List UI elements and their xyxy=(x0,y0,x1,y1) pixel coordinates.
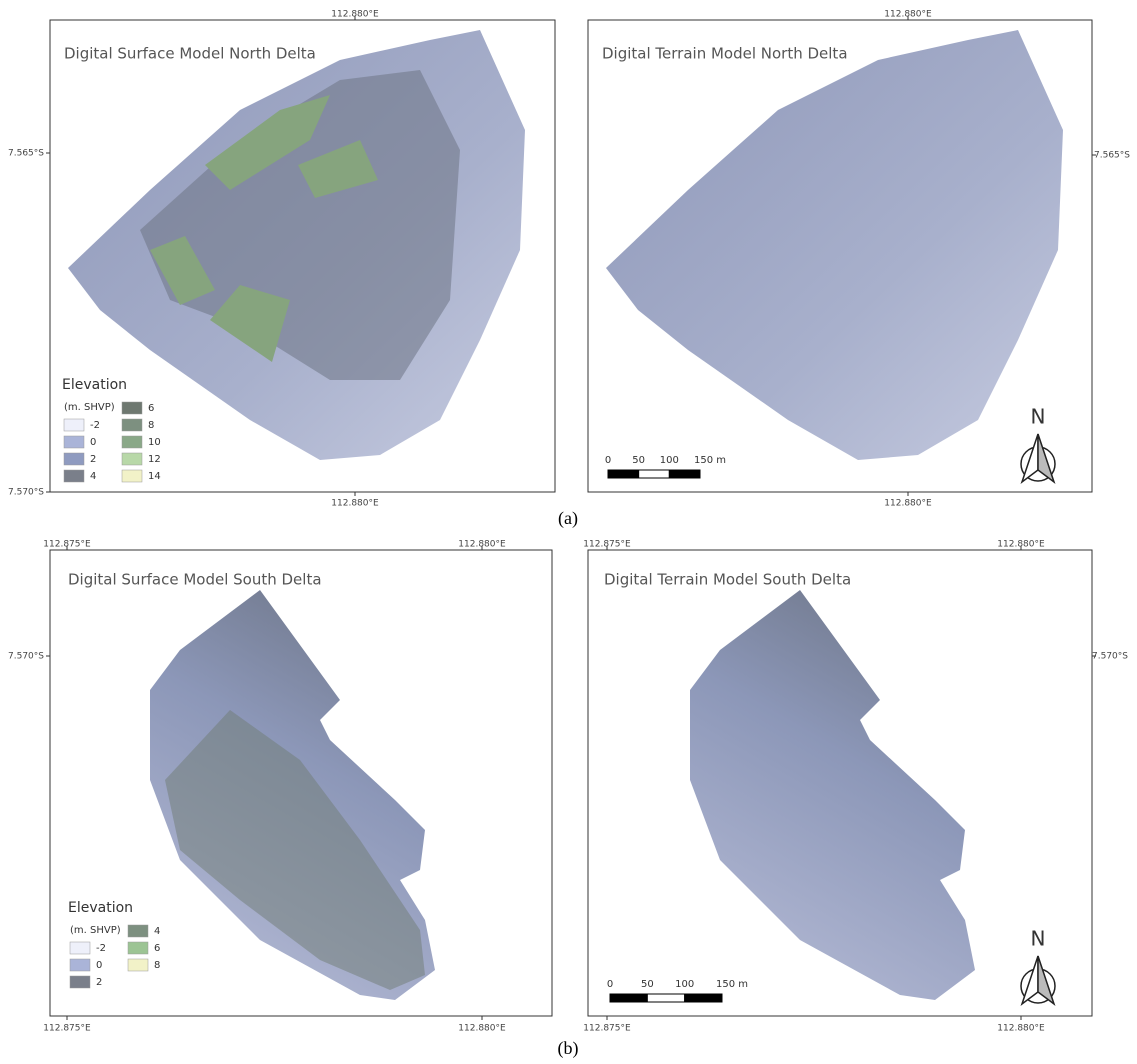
north-delta-dtm xyxy=(606,30,1063,460)
legend-label: 8 xyxy=(148,420,154,431)
scale-label: 150 m xyxy=(716,979,748,990)
scale-label: 0 xyxy=(607,979,613,990)
legend-swatch xyxy=(63,418,85,432)
longitude-label: 112.880°E xyxy=(331,499,379,509)
legend-swatch xyxy=(121,469,143,483)
delta-shape xyxy=(606,30,1063,460)
vegetation-area xyxy=(165,710,425,990)
legend-label: 0 xyxy=(90,437,96,448)
legend-swatch xyxy=(63,469,85,483)
longitude-label: 112.880°E xyxy=(458,540,506,550)
north-arrow xyxy=(1037,433,1056,485)
map-title: Digital Surface Model North Delta xyxy=(64,45,316,63)
legend-swatch xyxy=(127,941,149,955)
legend-swatch xyxy=(127,924,149,938)
longitude-label: 112.880°E xyxy=(884,10,932,20)
scale-segment xyxy=(668,469,701,479)
scale-label: 50 xyxy=(632,455,645,466)
legend-label: 0 xyxy=(96,960,102,971)
figure-caption: (b) xyxy=(558,1038,579,1059)
longitude-label: 112.875°E xyxy=(43,1024,91,1034)
delta-shape xyxy=(690,590,975,1000)
map-title: Digital Surface Model South Delta xyxy=(68,571,322,589)
north-label: N xyxy=(1031,927,1046,951)
scale-segment xyxy=(638,469,670,479)
legend-swatch xyxy=(69,958,91,972)
longitude-label: 112.875°E xyxy=(583,1024,631,1034)
legend-swatch xyxy=(69,941,91,955)
map-title: Digital Terrain Model North Delta xyxy=(602,45,848,63)
legend-swatch xyxy=(127,958,149,972)
legend-label: 2 xyxy=(96,977,102,988)
legend-label: 8 xyxy=(154,960,160,971)
legend-swatch xyxy=(63,435,85,449)
scale-label: 50 xyxy=(641,979,654,990)
longitude-label: 112.875°E xyxy=(583,540,631,550)
legend-label: 2 xyxy=(90,454,96,465)
legend-swatch xyxy=(121,418,143,432)
south-delta-dsm xyxy=(150,590,435,1000)
legend-unit: (m. SHVP) xyxy=(64,402,115,413)
legend-swatch xyxy=(121,435,143,449)
legend-label: 6 xyxy=(154,943,160,954)
scale-label: 100 xyxy=(660,455,679,466)
latitude-label: 7.570°S xyxy=(8,652,44,662)
scale-label: 100 xyxy=(675,979,694,990)
longitude-label: 112.880°E xyxy=(458,1024,506,1034)
longitude-label: 112.880°E xyxy=(884,499,932,509)
map-title: Digital Terrain Model South Delta xyxy=(604,571,851,589)
scale-segment xyxy=(684,993,723,1003)
green-patch xyxy=(210,285,290,362)
scale-segment xyxy=(646,993,686,1003)
north-label: N xyxy=(1031,405,1046,429)
legend-title: Elevation xyxy=(62,377,127,393)
scale-segment xyxy=(609,993,648,1003)
scale-label: 150 m xyxy=(694,455,726,466)
latitude-label: 7.565°S xyxy=(8,149,44,159)
green-patch xyxy=(205,95,330,190)
legend-label: -2 xyxy=(90,420,100,431)
legend-swatch xyxy=(63,452,85,466)
legend-label: -2 xyxy=(96,943,106,954)
longitude-label: 112.880°E xyxy=(997,540,1045,550)
green-patch xyxy=(150,236,215,305)
legend-label: 4 xyxy=(154,926,160,937)
legend-label: 12 xyxy=(148,454,161,465)
longitude-label: 112.880°E xyxy=(997,1024,1045,1034)
north-arrow xyxy=(1037,955,1056,1007)
legend-swatch xyxy=(121,452,143,466)
north-delta-dsm xyxy=(68,30,525,460)
legend-label: 14 xyxy=(148,471,161,482)
scale-segment xyxy=(607,469,640,479)
legend-label: 6 xyxy=(148,403,154,414)
latitude-label: 7.565°S xyxy=(1094,151,1130,161)
legend-title: Elevation xyxy=(68,900,133,916)
south-delta-dtm xyxy=(690,590,975,1000)
green-patch xyxy=(298,140,378,198)
legend-swatch xyxy=(69,975,91,989)
latitude-label: 7.570°S xyxy=(1092,652,1128,662)
legend-label: 4 xyxy=(90,471,96,482)
longitude-label: 112.880°E xyxy=(331,10,379,20)
longitude-label: 112.875°E xyxy=(43,540,91,550)
figure-caption: (a) xyxy=(558,508,578,529)
latitude-label: 7.570°S xyxy=(8,488,44,498)
vegetation-area xyxy=(140,70,460,380)
scale-label: 0 xyxy=(605,455,611,466)
legend-unit: (m. SHVP) xyxy=(70,925,121,936)
legend-swatch xyxy=(121,401,143,415)
legend-label: 10 xyxy=(148,437,161,448)
